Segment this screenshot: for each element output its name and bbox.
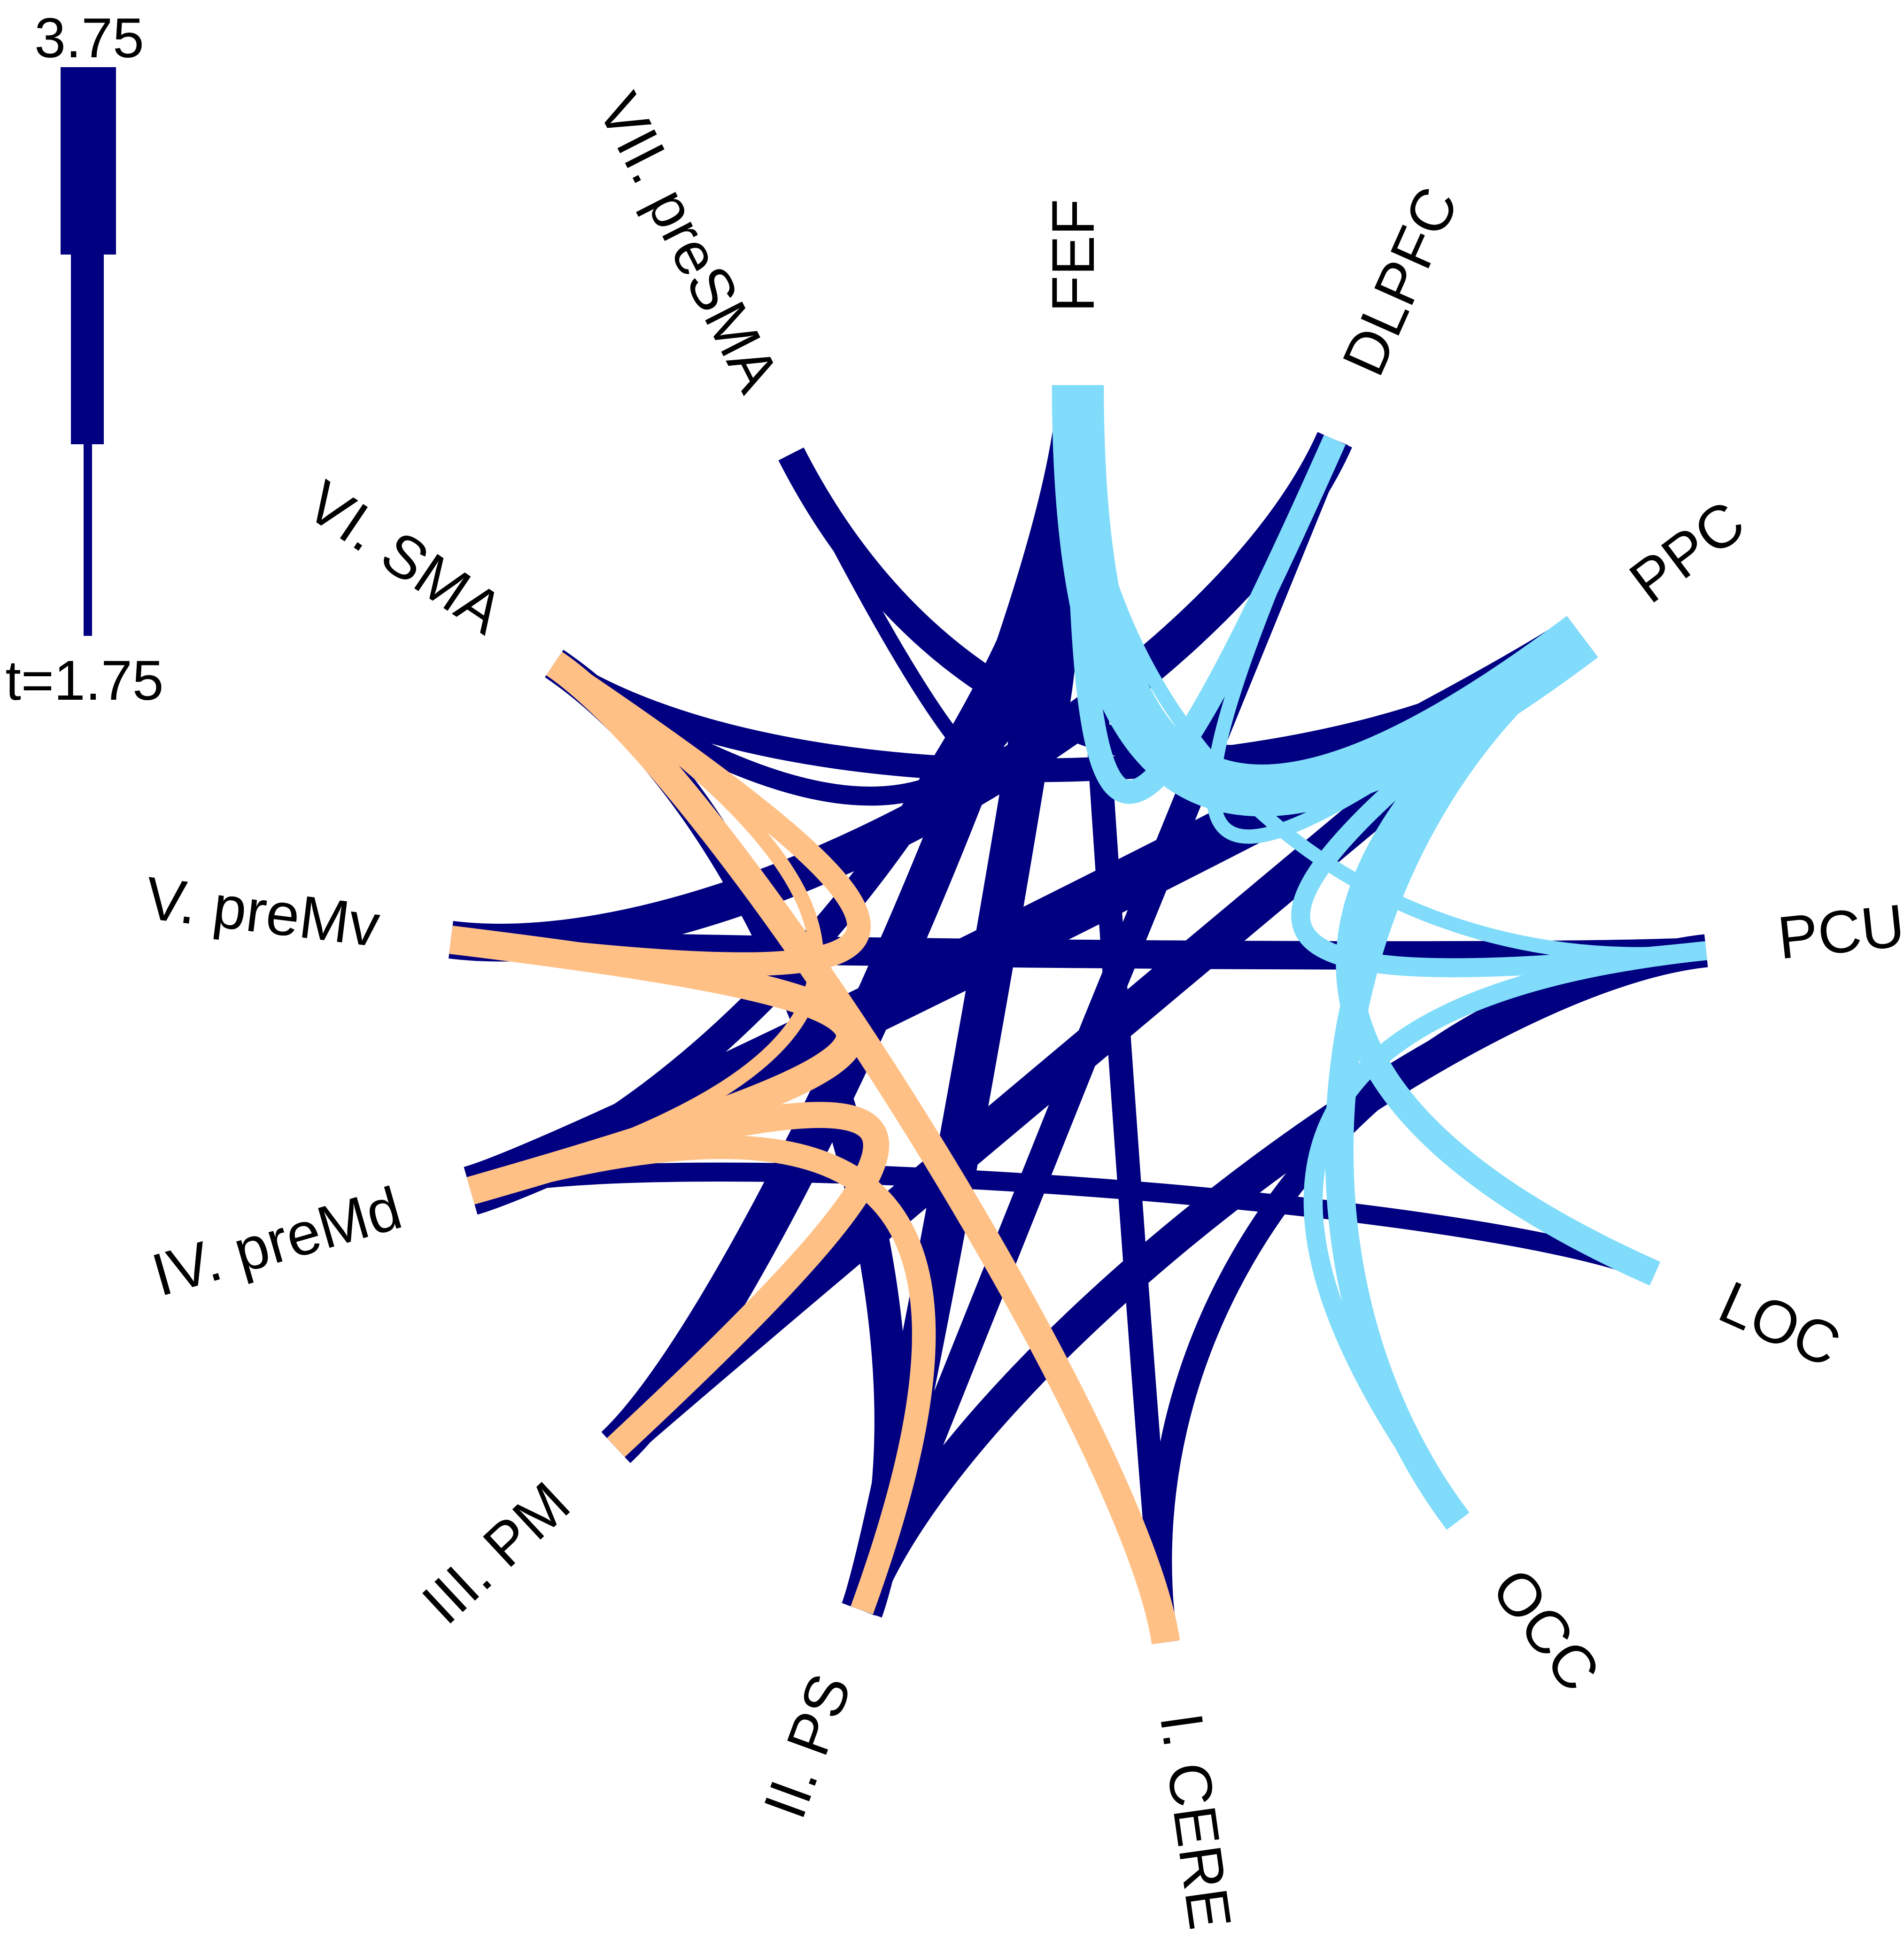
legend-min-label: t=1.75 bbox=[6, 649, 164, 712]
connection-SMA-CERE bbox=[546, 651, 1180, 1645]
connection-CERE-PCU bbox=[1148, 939, 1708, 1644]
connection-FEF-DLPFC bbox=[1066, 385, 1346, 804]
motor-group-connections bbox=[449, 651, 1180, 1645]
legend-bar-medium bbox=[71, 255, 104, 444]
legend-bar-thin bbox=[84, 444, 92, 636]
connection-PPC-OCC bbox=[1325, 625, 1591, 1530]
connection-preMd-LOC bbox=[468, 1162, 1659, 1283]
legend-bar-thick bbox=[61, 67, 116, 255]
connection-PCU-OCC bbox=[1303, 941, 1707, 1527]
legend-max-label: 3.75 bbox=[34, 7, 144, 70]
node-label-FEF: FEF bbox=[1040, 199, 1107, 312]
connection-DLPFC-PPC bbox=[1206, 437, 1587, 844]
connection-FEF-PCU bbox=[1070, 385, 1707, 962]
posterior-group-connections bbox=[1052, 385, 1707, 1530]
connection-preMd-PS bbox=[467, 1135, 936, 1615]
node-label-PCU: PCU bbox=[1774, 892, 1904, 972]
thickness-legend: 3.75 t=1.75 bbox=[6, 7, 164, 712]
connection-PPC-PCU bbox=[1291, 629, 1707, 977]
